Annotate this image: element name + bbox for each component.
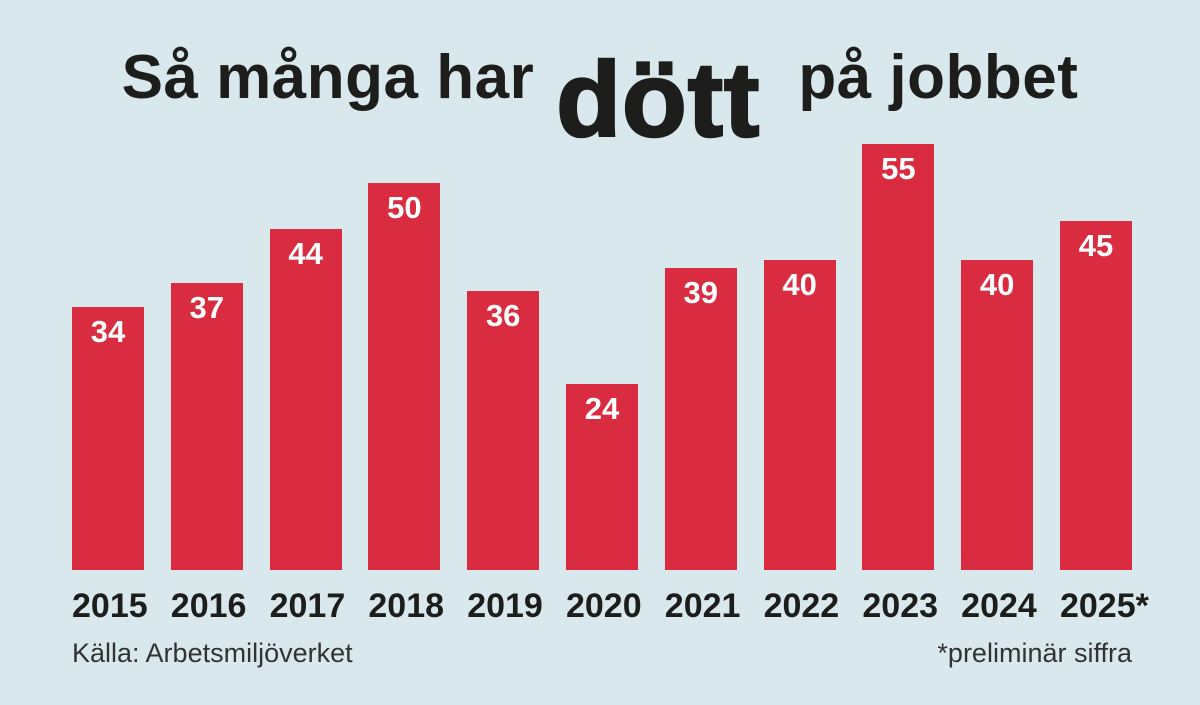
bar-value-label: 50 bbox=[387, 190, 422, 225]
bar-2018: 50 bbox=[368, 183, 441, 570]
bar-2015: 34 bbox=[72, 307, 144, 570]
x-tick-label: 2022 bbox=[763, 587, 840, 625]
bar-value-label: 39 bbox=[683, 275, 719, 310]
bar-2024: 40 bbox=[961, 260, 1034, 570]
bar-2019: 36 bbox=[467, 291, 540, 570]
x-tick-label: 2018 bbox=[368, 587, 445, 625]
bar-2022: 40 bbox=[763, 260, 836, 570]
bar-value-label: 36 bbox=[485, 298, 521, 333]
x-tick-label: 2021 bbox=[664, 587, 741, 625]
title-emphasis: dött bbox=[555, 41, 761, 159]
x-tick-label: 2019 bbox=[467, 587, 543, 625]
bar-2023: 55 bbox=[862, 144, 935, 570]
bar-value-label: 40 bbox=[979, 267, 1015, 302]
source-label: Källa: Arbetsmiljöverket bbox=[72, 638, 353, 668]
title-prefix: Så många har bbox=[121, 43, 535, 112]
x-axis-labels: 2015 2016 2017 2018 2019 2020 2021 2022 2023 2024… bbox=[72, 587, 1149, 625]
x-tick-label: 2015 bbox=[72, 587, 148, 625]
x-tick-label: 2023 bbox=[862, 587, 939, 625]
bar-2020: 24 bbox=[565, 384, 638, 570]
title-suffix: på jobbet bbox=[798, 43, 1079, 112]
bar-2017: 44 bbox=[269, 229, 342, 570]
x-tick-label: 2016 bbox=[170, 587, 247, 625]
bar-value-label: 55 bbox=[881, 151, 916, 186]
x-tick-label: 2024 bbox=[961, 587, 1037, 625]
chart-title: Så många har dött på jobbet bbox=[0, 41, 1200, 159]
x-tick-label: 2020 bbox=[565, 587, 642, 625]
bar-value-label: 45 bbox=[1078, 228, 1114, 263]
footnote-label: *preliminär siffra bbox=[937, 638, 1132, 668]
bar-chart: 34 37 44 50 36 24 39 40 55 40 45 bbox=[72, 144, 1132, 570]
x-tick-label: 2017 bbox=[269, 587, 346, 625]
bar-2016: 37 bbox=[170, 283, 243, 570]
x-tick-label: 2025* bbox=[1059, 587, 1149, 625]
bar-2025: 45 bbox=[1059, 221, 1132, 570]
bar-value-label: 24 bbox=[584, 391, 620, 426]
bar-value-label: 37 bbox=[189, 290, 225, 325]
bar-2021: 39 bbox=[664, 268, 737, 570]
bar-value-label: 40 bbox=[782, 267, 817, 302]
bar-value-label: 34 bbox=[90, 314, 126, 349]
bar-value-label: 44 bbox=[288, 236, 323, 271]
chart-footer: Källa: Arbetsmiljöverket *preliminär sif… bbox=[72, 638, 1132, 669]
